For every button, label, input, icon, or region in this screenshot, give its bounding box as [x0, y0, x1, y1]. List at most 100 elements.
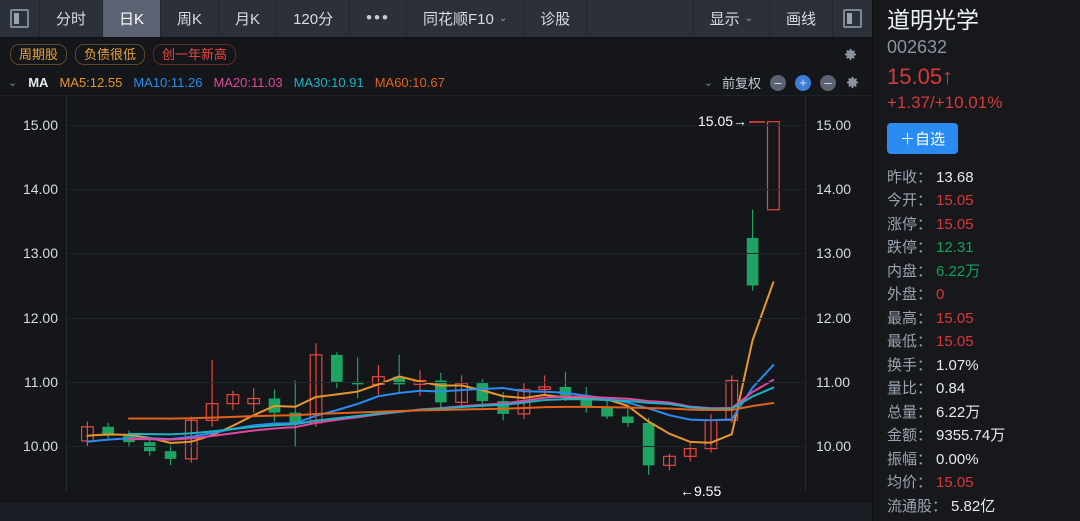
quote-row-label: 内盘： — [887, 262, 933, 280]
chart-settings-button[interactable] — [845, 75, 860, 90]
stock-code: 002632 — [887, 36, 948, 57]
more-periods-button[interactable]: ••• — [350, 0, 407, 37]
quote-row-value: 15.05 — [936, 215, 974, 233]
display-menu-button[interactable]: 显示 ⌄ — [694, 0, 770, 37]
toolbar-spacer — [587, 0, 694, 37]
quote-row-label: 换手： — [887, 356, 933, 374]
quote-row-label: 量比： — [887, 380, 933, 398]
quote-row-label: 金额： — [887, 427, 933, 445]
adjust-mode-label[interactable]: 前复权 — [721, 76, 761, 91]
quote-row-value: 15.05 — [936, 309, 974, 327]
quote-row-value: 9355.74万 — [936, 427, 1006, 445]
ma60-value: MA60:10.67 — [374, 75, 445, 90]
low-price-marker: ←9.55 — [680, 482, 722, 499]
ma-line-ma30 — [127, 386, 775, 436]
gridline — [67, 253, 805, 255]
gear-icon — [844, 48, 857, 60]
quote-row-label: 昨收： — [887, 168, 933, 186]
y-axis-tick-left: 14.00 — [22, 181, 58, 198]
gear-icon — [846, 76, 859, 89]
chevron-down-icon[interactable]: ⌄ — [703, 77, 713, 89]
chevron-down-icon: ⌄ — [498, 13, 508, 24]
f10-label: 同花顺F10 — [422, 11, 494, 28]
y-axis-tick-left: 10.00 — [22, 438, 58, 455]
k-line-chart[interactable]: 15.00 14.00 13.00 12.00 11.00 10.00 15.00 14.0… — [0, 96, 872, 521]
concept-tag-bar: 周期股 负债很低 创一年新高 — [0, 38, 872, 70]
tab-label: 日K — [119, 11, 145, 28]
gridline — [67, 189, 805, 191]
candle-body — [746, 237, 759, 286]
tag-one-year-high[interactable]: 创一年新高 — [153, 43, 237, 65]
quote-row-value: 12.31 — [936, 239, 974, 257]
tag-low-debt[interactable]: 负债很低 — [75, 43, 146, 65]
candle-body — [622, 416, 634, 423]
quote-row-value: 0.84 — [936, 380, 966, 398]
quote-row: 流通股： 5.82亿 — [887, 495, 1080, 519]
draw-tools-button[interactable]: 画线 — [770, 0, 833, 37]
quote-row: 金额： 9355.74万 — [887, 424, 1080, 448]
candle-body — [102, 426, 114, 436]
quote-row-label: 最高： — [887, 309, 933, 327]
f10-button[interactable]: 同花顺F10 ⌄ — [407, 0, 525, 37]
tagbar-settings-button[interactable] — [843, 47, 858, 62]
zoom-out-button[interactable]: – — [770, 74, 786, 91]
price-change: +1.37/+10.01% — [887, 92, 1003, 112]
quote-row-label: 涨停： — [887, 215, 933, 233]
volume-panel[interactable] — [0, 503, 872, 521]
candle-body — [205, 403, 219, 421]
draw-label: 画线 — [785, 11, 816, 28]
ma5-value: MA5:12.55 — [59, 75, 123, 90]
candle-body — [642, 422, 655, 466]
ma-line-ma60 — [127, 402, 775, 420]
candle-body — [455, 382, 468, 403]
quote-panel: 道明光学 002632 15.05↑ +1.37/+10.01% ＋自选 昨收：… — [872, 0, 1080, 521]
zoom-in-button[interactable]: + — [795, 74, 811, 91]
quote-row-label: 振幅： — [887, 450, 933, 468]
last-price-marker-label: 15.05→ — [698, 112, 748, 129]
candle-body — [393, 376, 406, 385]
quote-row: 总量： 6.22万 — [887, 401, 1080, 425]
quote-row: 均价： 15.05 — [887, 471, 1080, 495]
top-toolbar: 分时 日K 周K 月K 120分 ••• 同花顺F10 ⌄ 诊股 — [0, 0, 872, 38]
y-axis-tick-left: 12.00 — [22, 309, 58, 326]
quote-stats-table: 昨收： 13.68 今开： 15.05 涨停： 15.05 跌停： 12.31 内盘： 6.22万… — [887, 166, 1080, 519]
candle-body — [559, 386, 572, 396]
quote-row: 内盘： 6.22万 — [887, 260, 1080, 284]
quote-row: 量比： 0.84 — [887, 377, 1080, 401]
tab-day-k[interactable]: 日K — [103, 0, 162, 37]
candle-body — [766, 121, 780, 211]
chevron-down-icon: ⌄ — [744, 13, 753, 24]
gridline — [67, 317, 805, 319]
y-axis-tick-right: 10.00 — [816, 438, 852, 455]
diagnose-button[interactable]: 诊股 — [524, 0, 588, 37]
tab-120min[interactable]: 120分 — [277, 0, 351, 37]
right-panel-toggle-button[interactable] — [833, 0, 872, 37]
tag-cyclical[interactable]: 周期股 — [10, 43, 68, 65]
tab-fenshi[interactable]: 分时 — [40, 0, 104, 37]
quote-row-value: 0 — [936, 286, 945, 304]
shrink-button[interactable]: – — [820, 74, 836, 91]
tab-week-k[interactable]: 周K — [161, 0, 220, 37]
last-price-marker: 15.05→ — [698, 112, 766, 129]
candle-body — [331, 354, 343, 382]
gridline — [67, 381, 805, 383]
y-axis-tick-left: 11.00 — [24, 373, 58, 390]
gridline — [67, 124, 805, 126]
candle-body — [164, 451, 177, 459]
tab-label: 月K — [235, 11, 261, 28]
y-axis-tick-left: 13.00 — [22, 245, 58, 262]
quote-row-value: 6.22万 — [936, 403, 981, 421]
quote-row: 振幅： 0.00% — [887, 448, 1080, 472]
candle-body — [497, 401, 509, 414]
add-to-watchlist-button[interactable]: ＋自选 — [887, 122, 959, 154]
ma20-value: MA20:11.03 — [213, 75, 283, 90]
price-plot-area[interactable] — [66, 96, 806, 491]
tab-month-k[interactable]: 月K — [219, 0, 278, 37]
candle-body — [683, 448, 697, 457]
candle-body — [662, 455, 676, 466]
price-series-svg — [80, 121, 780, 475]
stock-name: 道明光学 — [887, 7, 979, 33]
candle-body — [476, 383, 489, 402]
chevron-down-icon[interactable]: ⌄ — [8, 77, 18, 89]
layout-toggle-button[interactable] — [0, 0, 40, 37]
